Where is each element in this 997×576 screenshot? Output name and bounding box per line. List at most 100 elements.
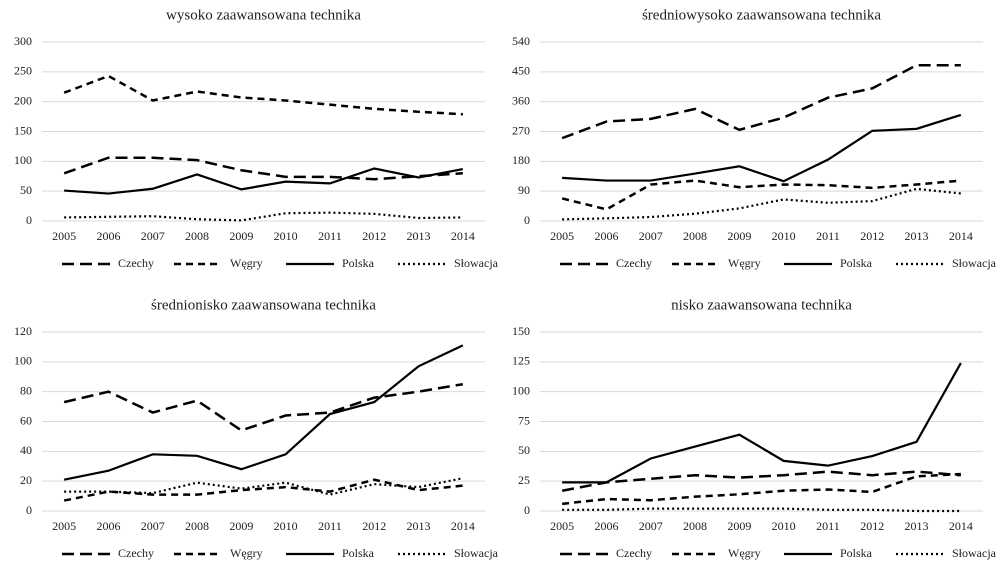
y-tick-label: 75 bbox=[518, 413, 530, 427]
x-tick-label: 2011 bbox=[816, 229, 840, 243]
x-tick-label: 2007 bbox=[639, 519, 663, 533]
x-tick-label: 2008 bbox=[683, 229, 707, 243]
legend-label: Polska bbox=[342, 546, 375, 560]
legend-label: Polska bbox=[342, 256, 375, 270]
legend-label: Węgry bbox=[728, 546, 761, 560]
x-tick-label: 2009 bbox=[229, 229, 253, 243]
x-tick-label: 2008 bbox=[683, 519, 707, 533]
x-tick-label: 2005 bbox=[52, 519, 76, 533]
x-tick-label: 2008 bbox=[185, 229, 209, 243]
y-tick-label: 100 bbox=[14, 354, 32, 368]
y-tick-label: 0 bbox=[26, 213, 32, 227]
x-tick-label: 2013 bbox=[407, 229, 431, 243]
x-tick-label: 2009 bbox=[229, 519, 253, 533]
legend-label: Polska bbox=[840, 546, 873, 560]
y-tick-label: 80 bbox=[20, 383, 32, 397]
x-tick-label: 2012 bbox=[362, 519, 386, 533]
legend-label: Czechy bbox=[118, 256, 154, 270]
series-line bbox=[63, 478, 463, 502]
chart-title: wysoko zaawansowana technika bbox=[166, 7, 361, 23]
x-tick-label: 2014 bbox=[949, 519, 973, 533]
legend-label: Węgry bbox=[728, 256, 761, 270]
series-line bbox=[562, 362, 962, 484]
y-tick-label: 50 bbox=[20, 183, 32, 197]
x-tick-label: 2006 bbox=[594, 229, 618, 243]
y-tick-label: 270 bbox=[512, 123, 530, 137]
x-tick-label: 2010 bbox=[274, 519, 298, 533]
series-line bbox=[562, 507, 961, 513]
y-tick-label: 100 bbox=[512, 383, 530, 397]
y-tick-label: 200 bbox=[14, 93, 32, 107]
series-line bbox=[63, 344, 464, 481]
y-tick-label: 150 bbox=[512, 324, 530, 338]
y-tick-label: 125 bbox=[512, 354, 530, 368]
series-line bbox=[561, 470, 961, 492]
x-tick-label: 2012 bbox=[860, 229, 884, 243]
legend-label: Węgry bbox=[230, 256, 263, 270]
series-line bbox=[561, 179, 961, 211]
x-tick-label: 2014 bbox=[451, 519, 475, 533]
series-line bbox=[64, 211, 463, 222]
x-tick-label: 2008 bbox=[185, 519, 209, 533]
legend-label: Czechy bbox=[118, 546, 154, 560]
chart-title: nisko zaawansowana technika bbox=[671, 297, 852, 313]
y-tick-label: 540 bbox=[512, 34, 530, 48]
x-tick-label: 2013 bbox=[905, 519, 929, 533]
legend-label: Słowacja bbox=[952, 256, 997, 270]
x-tick-label: 2007 bbox=[141, 519, 165, 533]
x-tick-label: 2012 bbox=[860, 519, 884, 533]
series-line bbox=[63, 382, 464, 432]
x-tick-label: 2009 bbox=[727, 519, 751, 533]
y-tick-label: 40 bbox=[20, 443, 32, 457]
y-tick-label: 0 bbox=[26, 503, 32, 517]
x-tick-label: 2011 bbox=[318, 229, 342, 243]
series-line bbox=[562, 472, 961, 506]
x-tick-label: 2010 bbox=[772, 519, 796, 533]
x-tick-label: 2007 bbox=[141, 229, 165, 243]
y-tick-label: 0 bbox=[524, 503, 530, 517]
x-tick-label: 2012 bbox=[362, 229, 386, 243]
x-tick-label: 2006 bbox=[96, 519, 120, 533]
y-tick-label: 25 bbox=[518, 473, 530, 487]
y-tick-label: 250 bbox=[14, 64, 32, 78]
legend-label: Słowacja bbox=[454, 256, 499, 270]
legend-label: Słowacja bbox=[454, 546, 499, 560]
chart-title: średniowysoko zaawansowana technika bbox=[642, 7, 881, 23]
x-tick-label: 2014 bbox=[451, 229, 475, 243]
x-tick-label: 2010 bbox=[274, 229, 298, 243]
series-line bbox=[562, 113, 962, 183]
x-tick-label: 2013 bbox=[905, 229, 929, 243]
y-tick-label: 300 bbox=[14, 34, 32, 48]
x-tick-label: 2005 bbox=[52, 229, 76, 243]
x-tick-label: 2006 bbox=[594, 519, 618, 533]
y-tick-label: 360 bbox=[512, 93, 530, 107]
x-tick-label: 2009 bbox=[727, 229, 751, 243]
legend-label: Węgry bbox=[230, 546, 263, 560]
series-line bbox=[64, 477, 464, 496]
y-tick-label: 0 bbox=[524, 213, 530, 227]
x-tick-label: 2005 bbox=[550, 519, 574, 533]
y-tick-label: 90 bbox=[518, 183, 530, 197]
chart-title: średnionisko zaawansowana technika bbox=[151, 297, 376, 313]
y-tick-label: 50 bbox=[518, 443, 530, 457]
legend-label: Czechy bbox=[616, 546, 652, 560]
legend-label: Czechy bbox=[616, 256, 652, 270]
x-tick-label: 2013 bbox=[407, 519, 431, 533]
x-tick-label: 2005 bbox=[550, 229, 574, 243]
y-tick-label: 450 bbox=[512, 64, 530, 78]
x-tick-label: 2011 bbox=[816, 519, 840, 533]
x-tick-label: 2010 bbox=[772, 229, 796, 243]
series-line bbox=[64, 167, 464, 195]
series-line bbox=[63, 156, 463, 181]
x-tick-label: 2014 bbox=[949, 229, 973, 243]
series-line bbox=[63, 74, 463, 116]
x-tick-label: 2011 bbox=[318, 519, 342, 533]
legend-label: Słowacja bbox=[952, 546, 997, 560]
y-tick-label: 60 bbox=[20, 413, 32, 427]
x-tick-label: 2007 bbox=[639, 229, 663, 243]
y-tick-label: 120 bbox=[14, 324, 32, 338]
x-tick-label: 2006 bbox=[96, 229, 120, 243]
y-tick-label: 20 bbox=[20, 473, 32, 487]
series-line bbox=[562, 187, 961, 221]
